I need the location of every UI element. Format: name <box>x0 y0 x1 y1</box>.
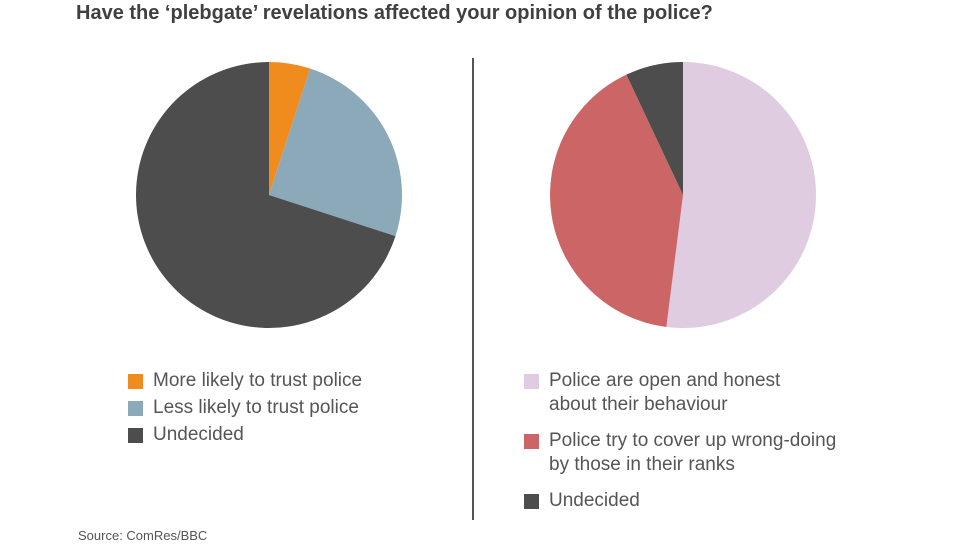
legend-item: Police are open and honest about their b… <box>524 369 836 417</box>
divider <box>472 58 474 520</box>
legend-item: Undecided <box>128 423 362 447</box>
legend-item: Police try to cover up wrong-doing by th… <box>524 429 836 477</box>
legend-swatch <box>524 374 539 389</box>
legend-trust: More likely to trust police Less likely … <box>128 369 362 450</box>
legend-item: Less likely to trust police <box>128 396 362 420</box>
honesty-slice-1 <box>550 74 683 327</box>
trust-slice-0 <box>269 62 311 195</box>
chart-title: Have the ‘plebgate’ revelations affected… <box>76 2 713 24</box>
legend-label: Police are open and honest about their b… <box>549 370 781 415</box>
legend-label: Less likely to trust police <box>153 397 359 418</box>
legend-label: Police try to cover up wrong-doing by th… <box>549 430 837 475</box>
pie-chart-honesty <box>550 62 816 328</box>
trust-slice-2 <box>136 62 396 328</box>
legend-label: More likely to trust police <box>153 370 363 391</box>
legend-swatch <box>128 428 143 443</box>
legend-item: More likely to trust police <box>128 369 362 393</box>
legend-label: Undecided <box>153 424 244 445</box>
legend-swatch <box>524 434 539 449</box>
trust-slice-1 <box>269 68 402 237</box>
honesty-slice-0 <box>666 62 816 328</box>
source-note: Source: ComRes/BBC <box>78 528 208 543</box>
legend-label: Undecided <box>549 490 640 511</box>
legend-honesty: Police are open and honest about their b… <box>524 369 836 525</box>
pie-chart-trust <box>136 62 402 328</box>
legend-swatch <box>128 401 143 416</box>
legend-swatch <box>524 494 539 509</box>
honesty-slice-2 <box>626 62 683 195</box>
legend-swatch <box>128 374 143 389</box>
legend-item: Undecided <box>524 489 836 513</box>
